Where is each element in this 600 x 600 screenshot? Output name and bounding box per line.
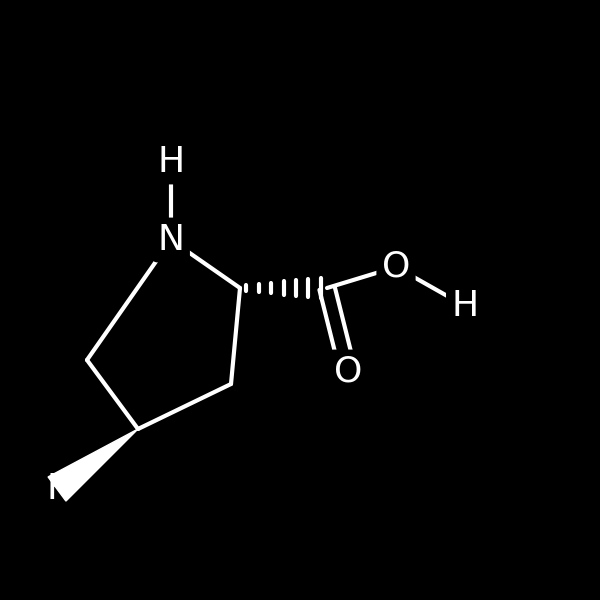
Text: F: F bbox=[47, 472, 67, 506]
Text: H: H bbox=[157, 145, 185, 179]
Polygon shape bbox=[48, 429, 138, 501]
Text: H: H bbox=[451, 289, 479, 323]
Text: N: N bbox=[157, 223, 185, 257]
Text: O: O bbox=[334, 355, 362, 389]
Text: O: O bbox=[382, 250, 410, 284]
